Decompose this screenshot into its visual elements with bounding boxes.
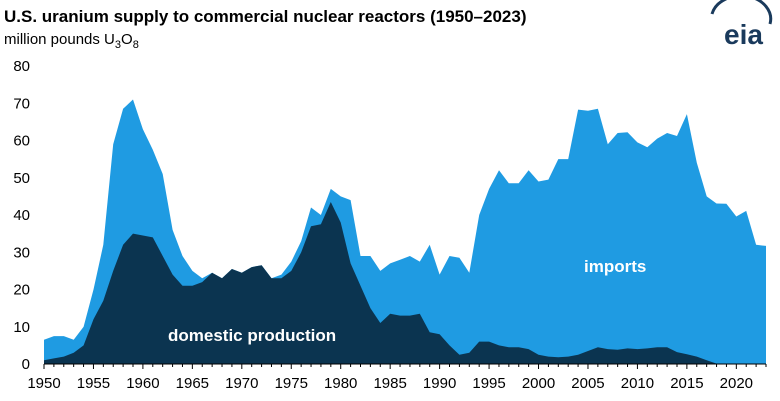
x-tick-label: 1965 <box>176 375 209 392</box>
series-area-domestic-production <box>44 202 766 364</box>
unit-mid: O <box>121 31 133 48</box>
logo-arc <box>710 0 773 25</box>
y-tick-label: 80 <box>13 58 30 75</box>
x-tick-label: 2000 <box>522 375 555 392</box>
series-label-imports: imports <box>584 257 646 276</box>
chart-subtitle: million pounds U3O8 <box>4 31 139 51</box>
y-axis: 0 10 20 30 40 50 60 70 80 <box>13 58 30 373</box>
y-tick-label: 50 <box>13 170 30 187</box>
x-tick-label: 1980 <box>324 375 357 392</box>
eia-logo: eia <box>710 0 773 50</box>
y-tick-label: 70 <box>13 95 30 112</box>
x-tick-label: 1975 <box>275 375 308 392</box>
series-labels: domestic production imports <box>168 257 646 345</box>
x-tick-label: 2015 <box>670 375 703 392</box>
x-tick-label: 1960 <box>126 375 159 392</box>
unit-subscript-2: 8 <box>133 39 139 51</box>
x-tick-label: 2005 <box>571 375 604 392</box>
plot-areas <box>44 99 766 364</box>
y-tick-label: 0 <box>22 356 30 373</box>
unit-subscript-1: 3 <box>115 39 121 51</box>
x-tick-label: 1950 <box>27 375 60 392</box>
y-tick-label: 60 <box>13 133 30 150</box>
x-tick-label: 1990 <box>423 375 456 392</box>
x-tick-label: 1970 <box>225 375 258 392</box>
x-tick-label: 2020 <box>720 375 753 392</box>
x-tick-label: 1955 <box>77 375 110 392</box>
y-tick-label: 20 <box>13 282 30 299</box>
chart-title: U.S. uranium supply to commercial nuclea… <box>4 7 527 26</box>
unit-prefix: million pounds U <box>4 31 115 48</box>
series-label-domestic-production: domestic production <box>168 326 336 345</box>
y-tick-label: 10 <box>13 319 30 336</box>
y-tick-label: 40 <box>13 207 30 224</box>
logo-text: eia <box>724 19 763 50</box>
x-tick-label: 1985 <box>373 375 406 392</box>
x-axis: 1950 1955 1960 1965 1970 1975 1980 1985 1990 1995… <box>27 363 767 392</box>
x-tick-label: 1995 <box>472 375 505 392</box>
y-tick-label: 30 <box>13 244 30 261</box>
x-tick-label: 2010 <box>621 375 654 392</box>
